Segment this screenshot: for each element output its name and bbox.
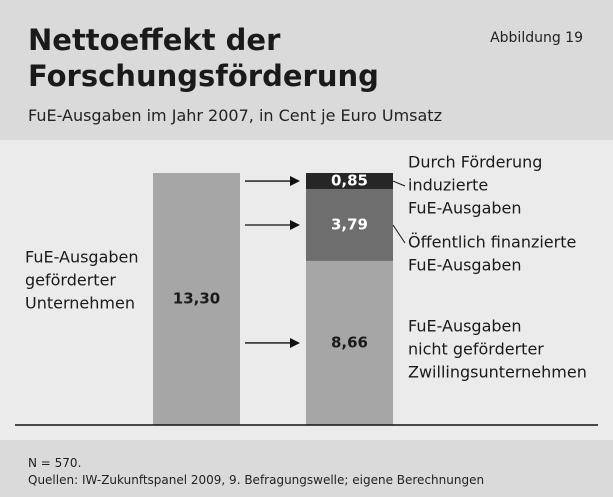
bar-segment	[306, 189, 393, 261]
label: nicht geförderter	[408, 339, 544, 358]
label: Durch Förderung	[408, 153, 542, 172]
label: Öffentlich finanzierte	[408, 233, 576, 252]
note: N = 570.	[28, 456, 82, 470]
label: FuE-Ausgaben	[408, 256, 522, 275]
chart-title: Nettoeffekt der Forschungsförderung	[28, 23, 379, 93]
value-label: 3,79	[331, 216, 368, 234]
figure-number: Abbildung 19	[490, 30, 583, 46]
label: Zwillingsunternehmen	[408, 362, 587, 381]
note: Quellen: IW-Zukunftspanel 2009, 9. Befra…	[28, 473, 485, 487]
label: induzierte	[408, 176, 488, 195]
bar-segment	[306, 260, 393, 425]
footer: N = 570. Quellen: IW-Zukunftspanel 2009,…	[0, 440, 613, 497]
bar-segment	[153, 173, 240, 425]
leader	[392, 180, 406, 187]
bar-segment	[306, 173, 393, 190]
arrow-head	[290, 337, 300, 348]
value-label: 8,66	[331, 333, 368, 351]
label: Unternehmen	[25, 294, 135, 313]
label: FuE-Ausgaben	[25, 248, 139, 267]
header: Nettoeffekt der Forschungsförderung Abbi…	[0, 0, 613, 140]
label: FuE-Ausgaben	[408, 316, 522, 335]
subtitle: FuE-Ausgaben im Jahr 2007, in Cent je Eu…	[28, 106, 442, 125]
value-label: 0,85	[331, 172, 368, 190]
arrow-head	[290, 176, 300, 187]
arrow-head	[290, 220, 300, 231]
label: FuE-Ausgaben	[408, 199, 522, 218]
label: geförderter	[25, 271, 116, 290]
leader	[392, 224, 406, 244]
value-label: 13,30	[173, 290, 220, 308]
